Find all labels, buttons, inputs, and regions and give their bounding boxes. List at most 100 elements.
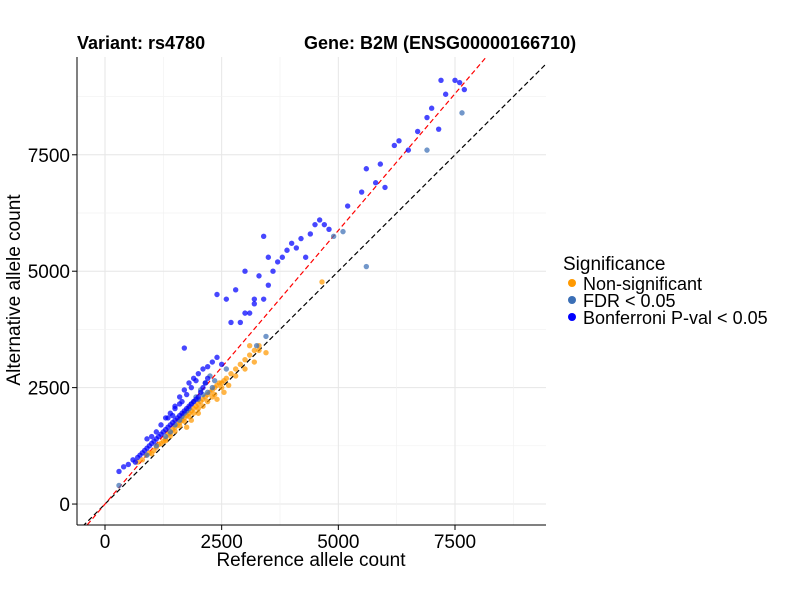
data-point-non-significant — [246, 343, 253, 349]
legend-title: Significance — [563, 254, 665, 275]
data-point-bonferroni-p-val-0-05 — [214, 354, 220, 361]
data-point-non-significant — [139, 457, 146, 463]
x-tick-label: 7500 — [434, 532, 476, 553]
data-point-bonferroni-p-val-0-05 — [197, 389, 204, 395]
data-point-bonferroni-p-val-0-05 — [181, 345, 188, 351]
data-points — [116, 77, 468, 489]
data-point-non-significant — [176, 423, 183, 429]
data-point-non-significant — [221, 389, 227, 395]
data-point-non-significant — [251, 359, 258, 365]
data-point-fdr-0-05 — [223, 366, 230, 372]
data-point-bonferroni-p-val-0-05 — [358, 189, 365, 195]
data-point-bonferroni-p-val-0-05 — [181, 387, 188, 393]
data-point-bonferroni-p-val-0-05 — [438, 77, 444, 83]
data-point-fdr-0-05 — [167, 429, 174, 435]
data-point-fdr-0-05 — [330, 233, 337, 239]
data-point-non-significant — [188, 417, 195, 423]
data-point-bonferroni-p-val-0-05 — [218, 361, 225, 368]
data-point-non-significant — [319, 279, 325, 285]
x-tick-label: 5000 — [317, 532, 359, 553]
data-point-bonferroni-p-val-0-05 — [193, 377, 199, 384]
data-point-bonferroni-p-val-0-05 — [176, 401, 183, 407]
data-point-bonferroni-p-val-0-05 — [435, 126, 442, 132]
data-point-bonferroni-p-val-0-05 — [204, 375, 211, 382]
data-point-bonferroni-p-val-0-05 — [456, 79, 463, 86]
legend-key-fdr — [568, 296, 576, 304]
data-point-bonferroni-p-val-0-05 — [169, 412, 176, 419]
data-point-bonferroni-p-val-0-05 — [148, 433, 155, 440]
data-point-bonferroni-p-val-0-05 — [312, 221, 318, 228]
data-point-non-significant — [167, 433, 174, 439]
y-tick-label: 5000 — [28, 262, 70, 283]
data-point-bonferroni-p-val-0-05 — [246, 310, 253, 316]
data-point-bonferroni-p-val-0-05 — [232, 287, 239, 293]
data-point-bonferroni-p-val-0-05 — [153, 429, 160, 435]
data-point-non-significant — [223, 375, 230, 382]
data-point-bonferroni-p-val-0-05 — [132, 459, 139, 465]
data-point-fdr-0-05 — [162, 433, 169, 440]
y-tick-label: 2500 — [28, 379, 70, 400]
data-point-bonferroni-p-val-0-05 — [293, 245, 300, 251]
data-point-bonferroni-p-val-0-05 — [326, 226, 332, 232]
y-axis-title: Alternative allele count — [4, 194, 25, 386]
x-axis-ticks: 0 2500 5000 7500 — [100, 525, 476, 553]
data-point-bonferroni-p-val-0-05 — [195, 370, 202, 377]
data-point-fdr-0-05 — [340, 228, 346, 235]
data-point-non-significant — [162, 438, 169, 444]
grid-lines — [77, 57, 546, 525]
data-point-bonferroni-p-val-0-05 — [158, 422, 164, 428]
data-point-non-significant — [225, 382, 232, 388]
data-point-bonferroni-p-val-0-05 — [251, 301, 258, 307]
data-point-bonferroni-p-val-0-05 — [414, 128, 421, 135]
data-point-bonferroni-p-val-0-05 — [223, 296, 230, 302]
data-point-non-significant — [218, 384, 225, 391]
data-point-bonferroni-p-val-0-05 — [242, 310, 248, 316]
data-point-bonferroni-p-val-0-05 — [298, 235, 304, 242]
data-point-bonferroni-p-val-0-05 — [344, 203, 351, 209]
chart-title-gene: Gene: B2M (ENSG00000166710) — [304, 33, 576, 53]
data-point-non-significant — [195, 410, 202, 416]
data-point-bonferroni-p-val-0-05 — [442, 91, 449, 97]
data-point-non-significant — [228, 370, 234, 377]
data-point-bonferroni-p-val-0-05 — [251, 296, 258, 302]
x-axis-title: Reference allele count — [216, 550, 406, 571]
data-point-bonferroni-p-val-0-05 — [288, 240, 295, 246]
data-point-bonferroni-p-val-0-05 — [186, 380, 192, 386]
legend-label-fdr: FDR < 0.05 — [583, 291, 676, 311]
data-point-bonferroni-p-val-0-05 — [396, 138, 402, 144]
data-point-bonferroni-p-val-0-05 — [202, 380, 209, 386]
data-point-bonferroni-p-val-0-05 — [214, 291, 220, 298]
data-point-bonferroni-p-val-0-05 — [188, 384, 195, 391]
chart-title-variant: Variant: rs4780 — [77, 33, 205, 53]
data-point-bonferroni-p-val-0-05 — [228, 319, 234, 326]
y-tick-label: 7500 — [28, 146, 70, 167]
data-point-bonferroni-p-val-0-05 — [428, 105, 435, 111]
data-point-fdr-0-05 — [211, 377, 218, 384]
data-point-bonferroni-p-val-0-05 — [270, 268, 276, 274]
data-point-non-significant — [200, 403, 206, 409]
data-point-fdr-0-05 — [459, 110, 465, 116]
data-point-bonferroni-p-val-0-05 — [265, 254, 272, 260]
data-point-bonferroni-p-val-0-05 — [172, 405, 178, 412]
data-point-non-significant — [251, 347, 258, 354]
data-point-bonferroni-p-val-0-05 — [363, 166, 370, 172]
data-point-bonferroni-p-val-0-05 — [265, 282, 272, 288]
y-axis-ticks: 0 2500 5000 7500 — [28, 146, 77, 516]
data-point-fdr-0-05 — [363, 263, 370, 270]
data-point-fdr-0-05 — [204, 389, 211, 395]
data-point-non-significant — [242, 356, 248, 363]
data-point-non-significant — [211, 391, 218, 398]
data-point-bonferroni-p-val-0-05 — [200, 384, 206, 391]
data-point-bonferroni-p-val-0-05 — [165, 415, 171, 421]
data-point-bonferroni-p-val-0-05 — [195, 394, 202, 400]
data-point-non-significant — [232, 373, 239, 379]
data-point-bonferroni-p-val-0-05 — [125, 461, 132, 468]
data-point-non-significant — [214, 396, 220, 402]
data-point-bonferroni-p-val-0-05 — [274, 259, 281, 265]
data-point-non-significant — [237, 361, 244, 368]
data-point-bonferroni-p-val-0-05 — [242, 268, 248, 274]
data-point-bonferroni-p-val-0-05 — [176, 394, 183, 400]
data-point-fdr-0-05 — [424, 147, 430, 153]
data-point-bonferroni-p-val-0-05 — [461, 86, 468, 93]
